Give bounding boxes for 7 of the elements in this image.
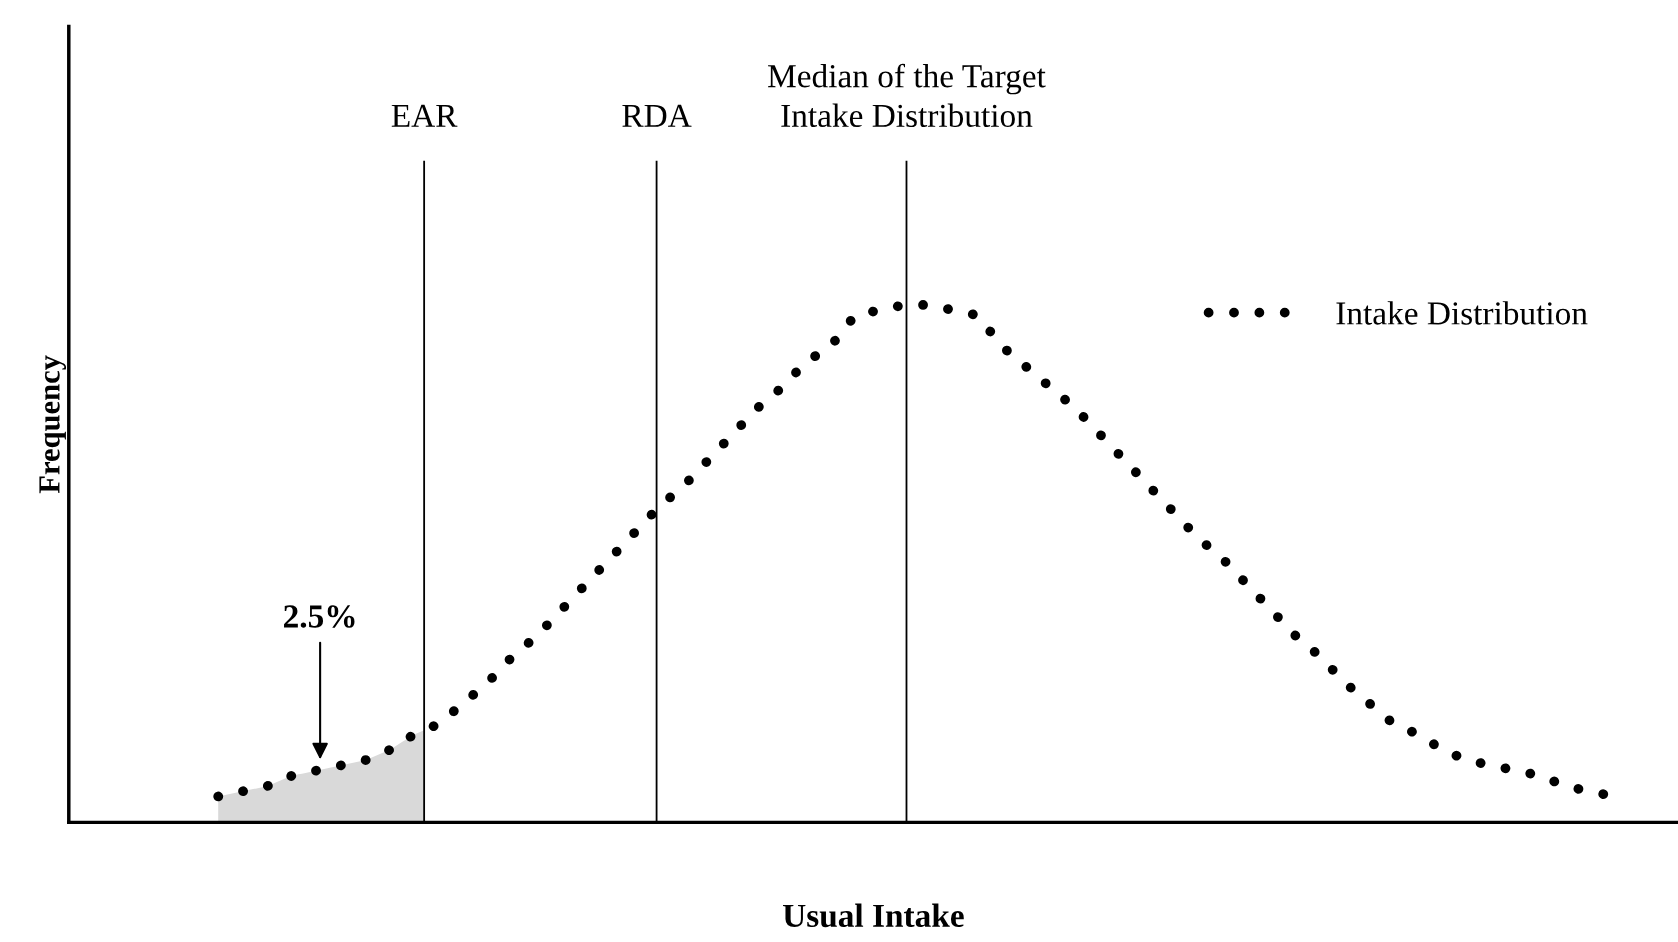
x-axis-title: Usual Intake bbox=[783, 903, 964, 928]
text: Median of the Target Intake Distribution bbox=[768, 63, 1046, 128]
legend-label: Intake Distribution bbox=[1336, 301, 1588, 325]
y-axis-title: Frequency bbox=[39, 355, 67, 494]
text: EAR bbox=[391, 104, 458, 127]
annotation: 2.5% bbox=[284, 605, 355, 628]
text: RDA bbox=[622, 104, 692, 127]
